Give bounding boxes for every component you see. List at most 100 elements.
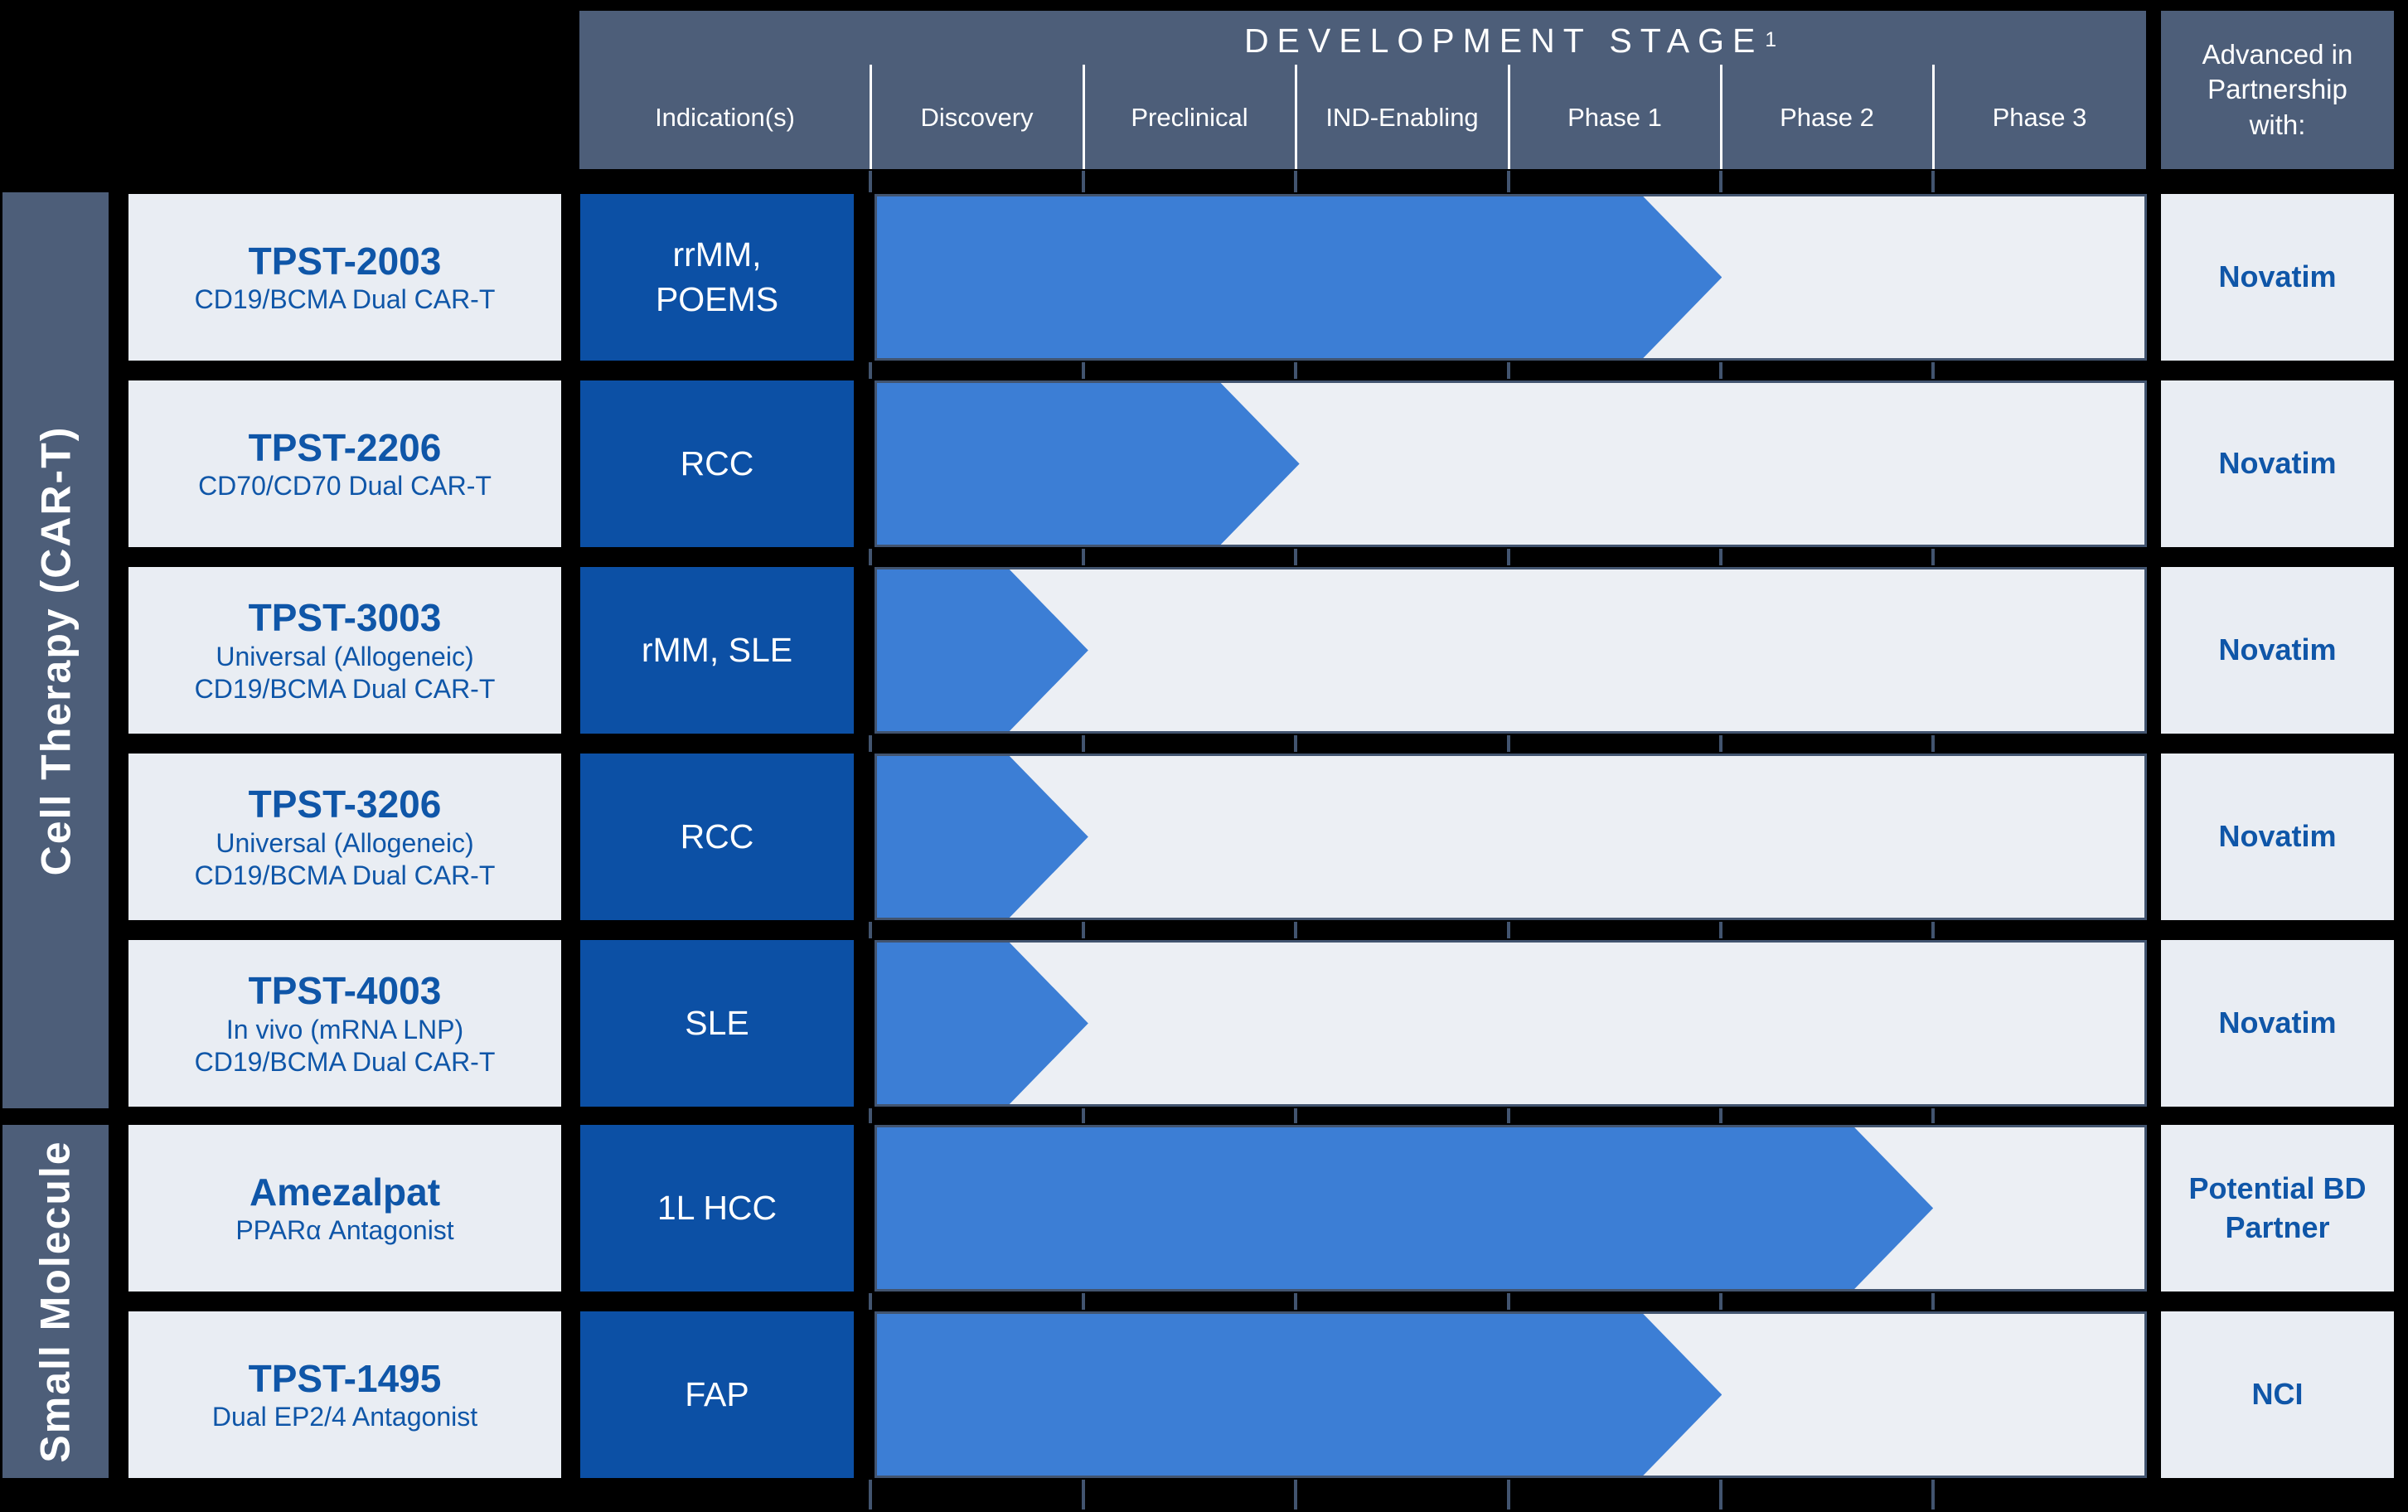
program-subtitle: Dual EP2/4 Antagonist (211, 1402, 478, 1432)
grid-tick (1082, 1293, 1085, 1310)
grid-tick (1931, 1293, 1935, 1310)
column-separator (1295, 65, 1297, 169)
column-separator (1720, 65, 1722, 169)
grid-tick (1507, 549, 1510, 565)
grid-tick (1719, 362, 1722, 379)
program-subtitle: CD70/CD70 Dual CAR-T (198, 471, 492, 502)
progress-arrow (877, 1314, 1722, 1476)
program-subtitle: CD19/BCMA Dual CAR-T (194, 1046, 496, 1077)
column-separator (870, 65, 872, 169)
grid-tick (1931, 1108, 1935, 1123)
section-label-cell-therapy-text: Cell Therapy (CAR-T) (32, 425, 79, 875)
grid-tick (1082, 922, 1085, 938)
program-name-card: TPST-2206 CD70/CD70 Dual CAR-T (128, 380, 561, 547)
partner-cell: Novatim (2161, 940, 2394, 1107)
grid-tick (869, 1293, 872, 1310)
stage-track (875, 194, 2147, 361)
program-subtitle: CD19/BCMA Dual CAR-T (194, 284, 496, 315)
indication-cell: rMM, SLE (580, 567, 854, 734)
grid-tick (1931, 362, 1935, 379)
program-name-card: TPST-1495 Dual EP2/4 Antagonist (128, 1311, 561, 1478)
program-name: TPST-3206 (248, 783, 442, 826)
column-separator (1932, 65, 1935, 169)
program-name: TPST-1495 (248, 1356, 442, 1400)
grid-tick (1294, 1480, 1297, 1510)
column-header-phase-2: Phase 2 (1780, 102, 1874, 132)
partner-cell: Potential BD Partner (2161, 1125, 2394, 1292)
section-label-small-molecule-text: Small Molecule (32, 1140, 80, 1463)
section-label-cell-therapy: Cell Therapy (CAR-T) (2, 192, 109, 1108)
progress-arrow (877, 196, 1722, 358)
grid-tick (869, 1108, 872, 1123)
grid-tick (1719, 922, 1722, 938)
section-label-small-molecule: Small Molecule (2, 1125, 109, 1478)
column-header-ind-enabling: IND-Enabling (1325, 102, 1479, 132)
grid-tick (1507, 922, 1510, 938)
grid-tick (869, 549, 872, 565)
stage-track (875, 1311, 2147, 1478)
grid-tick (1931, 735, 1935, 752)
progress-arrow (877, 943, 1088, 1104)
column-header-discovery: Discovery (920, 102, 1034, 132)
program-subtitle: CD19/BCMA Dual CAR-T (194, 860, 496, 890)
column-header-phase-3: Phase 3 (1992, 102, 2087, 132)
indication-cell: SLE (580, 940, 854, 1107)
program-subtitle: Universal (Allogeneic) (216, 827, 474, 858)
grid-tick (1719, 1480, 1722, 1510)
grid-tick (1931, 922, 1935, 938)
grid-tick (869, 735, 872, 752)
title-footnote-superscript: 1 (1765, 29, 1777, 51)
program-name: TPST-2003 (248, 239, 442, 283)
indication-cell: FAP (580, 1311, 854, 1478)
indication-cell: 1L HCC (580, 1125, 854, 1292)
development-stage-title: DEVELOPMENT STAGE 1 (875, 11, 2146, 70)
program-name-card: TPST-4003 In vivo (mRNA LNP) CD19/BCMA D… (128, 940, 561, 1107)
grid-tick (1294, 549, 1297, 565)
program-name-card: TPST-2003 CD19/BCMA Dual CAR-T (128, 194, 561, 361)
grid-tick (1082, 1108, 1085, 1123)
stage-track (875, 1125, 2147, 1292)
grid-tick (1931, 1480, 1935, 1510)
column-header-preclinical: Preclinical (1131, 102, 1248, 132)
program-name: TPST-4003 (248, 969, 442, 1013)
grid-tick (1507, 1293, 1510, 1310)
progress-arrow (877, 1127, 1933, 1289)
stage-track (875, 567, 2147, 734)
grid-tick (1082, 735, 1085, 752)
program-subtitle: PPARα Antagonist (235, 1215, 454, 1246)
grid-tick (1931, 549, 1935, 565)
program-subtitle: Universal (Allogeneic) (216, 641, 474, 671)
indication-cell: RCC (580, 754, 854, 920)
grid-tick (1294, 1108, 1297, 1123)
grid-tick (869, 171, 872, 192)
grid-tick (1082, 362, 1085, 379)
program-name: Amezalpat (249, 1170, 441, 1214)
grid-tick (1507, 362, 1510, 379)
column-header-phase-1: Phase 1 (1567, 102, 1662, 132)
program-name: TPST-2206 (248, 425, 442, 469)
development-stage-title-text: DEVELOPMENT STAGE (1243, 21, 1764, 60)
grid-tick (1294, 171, 1297, 192)
grid-tick (1294, 1293, 1297, 1310)
column-separator (1083, 65, 1085, 169)
indication-cell: RCC (580, 380, 854, 547)
indication-cell: rrMM, POEMS (580, 194, 854, 361)
partner-cell: Novatim (2161, 380, 2394, 547)
program-name-card: TPST-3003 Universal (Allogeneic) CD19/BC… (128, 567, 561, 734)
grid-tick (1294, 362, 1297, 379)
partner-column-header: Advanced in Partnership with: (2161, 11, 2394, 169)
grid-tick (1294, 922, 1297, 938)
program-subtitle: In vivo (mRNA LNP) (225, 1014, 464, 1044)
partner-cell: NCI (2161, 1311, 2394, 1478)
grid-tick (1507, 735, 1510, 752)
grid-tick (1931, 171, 1935, 192)
grid-tick (1082, 549, 1085, 565)
stage-track (875, 380, 2147, 547)
grid-tick (1082, 1480, 1085, 1510)
grid-tick (1719, 735, 1722, 752)
grid-tick (1719, 1293, 1722, 1310)
column-separator (1508, 65, 1510, 169)
grid-tick (1082, 171, 1085, 192)
column-header-indications: Indication(s) (655, 102, 795, 132)
